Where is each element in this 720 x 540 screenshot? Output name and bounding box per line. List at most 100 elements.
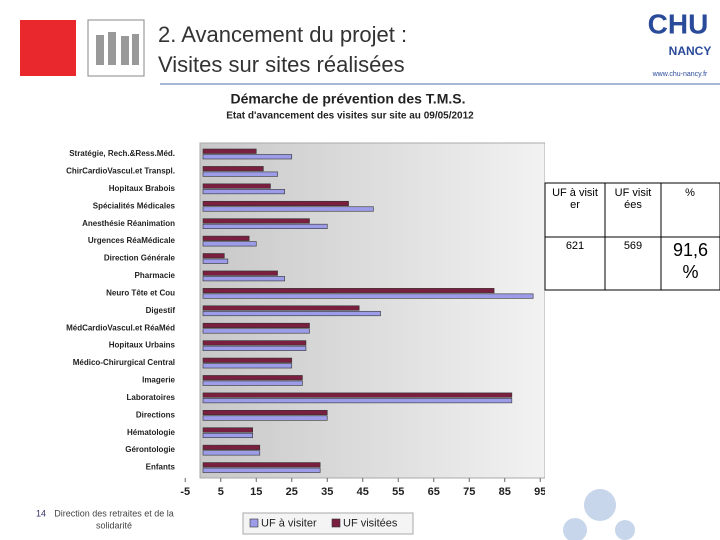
bar (202, 467, 321, 473)
footer: solidarité (96, 520, 132, 530)
table-header-cell: % (685, 187, 695, 199)
bar (202, 288, 495, 294)
y-tick-label: Laboratoires (127, 393, 176, 402)
x-tick-label: 85 (499, 486, 511, 498)
bar (202, 154, 293, 160)
y-tick-label: Stratégie, Rech.&Ress.Méd. (69, 149, 175, 158)
bar (202, 398, 513, 404)
y-tick-label: Digestif (146, 306, 176, 315)
legend-swatch (249, 518, 259, 528)
slide-title: 2. Avancement du projet : (158, 22, 407, 47)
bar (202, 200, 349, 207)
footer: Direction des retraites et de la (54, 508, 174, 518)
legend-swatch (331, 518, 341, 528)
y-tick-label: Hématologie (127, 428, 176, 437)
y-tick-label: Spécialités Médicales (93, 201, 176, 210)
x-tick-label: 95 (534, 486, 546, 498)
y-tick-label: Anesthésie Réanimation (82, 219, 175, 228)
slide-title: Visites sur sites réalisées (158, 52, 405, 77)
bar (202, 357, 293, 363)
logo-text: CHU (648, 8, 709, 39)
bar (202, 310, 381, 317)
bar (202, 340, 307, 346)
chart-title: Démarche de prévention des T.M.S. (231, 91, 466, 107)
page-number: 14 (36, 508, 46, 518)
bar (202, 375, 303, 381)
y-tick-label: ChirCardioVascul.et Transpl. (66, 167, 175, 176)
bar (202, 276, 285, 282)
bar (202, 450, 261, 456)
people-figures (96, 32, 139, 65)
bar (202, 235, 250, 241)
bar (202, 305, 360, 311)
bar (202, 322, 310, 329)
y-tick-label: Imagerie (142, 376, 175, 385)
logo-url: www.chu-nancy.fr (652, 71, 708, 78)
y-tick-label: Neuro Tête et Cou (106, 288, 175, 297)
x-tick-label: 65 (428, 486, 440, 498)
y-tick-label: Hopitaux Urbains (109, 341, 176, 350)
bar (202, 345, 307, 351)
table-header-cell: UF visitées (614, 187, 652, 211)
y-tick-label: Gérontologie (125, 445, 175, 454)
table-cell: 569 (624, 240, 642, 252)
chart: Démarche de prévention des T.M.S. Etat d… (66, 91, 546, 498)
bar (202, 293, 534, 299)
y-tick-label: Médico-Chirurgical Central (73, 358, 175, 367)
bar (202, 432, 254, 439)
logo (638, 0, 720, 80)
bar (202, 462, 321, 468)
bar (202, 444, 261, 450)
x-tick-label: 5 (218, 486, 224, 498)
table-header-text: UF visitées (614, 187, 652, 211)
table-header-text: UF à visiter (552, 187, 598, 211)
bar (202, 171, 278, 177)
table-header-cell: UF à visiter (552, 187, 598, 211)
x-tick-label: 15 (250, 486, 262, 498)
logo-text: NANCY (669, 44, 712, 58)
x-tick-label: 35 (321, 486, 333, 498)
bar (202, 328, 310, 334)
x-tick-label: 75 (463, 486, 475, 498)
bar (202, 148, 257, 154)
table-header-text: % (685, 187, 695, 199)
x-tick-label: -5 (180, 486, 190, 498)
red-square (20, 20, 76, 76)
table-cell-text: 91,6 % (672, 240, 709, 282)
chart-subtitle: Etat d'avancement des visites sur site a… (226, 111, 474, 122)
bar (202, 223, 328, 229)
y-tick-label: Urgences RéaMédicale (88, 236, 176, 245)
bar (202, 415, 328, 421)
bar (202, 409, 328, 416)
ornament (563, 489, 635, 540)
bar (202, 258, 229, 264)
y-tick-label: Direction Générale (104, 254, 176, 263)
bar (202, 380, 303, 386)
bar (202, 189, 285, 195)
legend (242, 512, 414, 535)
bar (202, 427, 254, 433)
legend-label: UF visitées (343, 517, 398, 529)
bar (202, 270, 278, 276)
x-tick-label: 25 (286, 486, 298, 498)
legend-label: UF à visiter (261, 517, 317, 529)
y-tick-label: Enfants (146, 463, 176, 472)
y-tick-label: Pharmacie (135, 271, 176, 280)
bar (202, 206, 374, 212)
y-tick-label: Hopitaux Brabois (109, 184, 176, 193)
x-tick-label: 55 (392, 486, 404, 498)
y-tick-label: Directions (136, 410, 176, 419)
table-cell: 91,6 % (672, 240, 709, 282)
bar (202, 166, 264, 172)
bar (202, 392, 513, 398)
bar (202, 253, 225, 259)
bar (202, 241, 257, 247)
y-tick-label: MédCardioVascul.et RéaMéd (66, 323, 175, 332)
summary-table (544, 182, 720, 291)
bar (202, 363, 293, 369)
x-tick-label: 45 (357, 486, 369, 498)
table-cell: 621 (566, 240, 584, 252)
bar (202, 218, 310, 224)
bar (202, 183, 271, 189)
